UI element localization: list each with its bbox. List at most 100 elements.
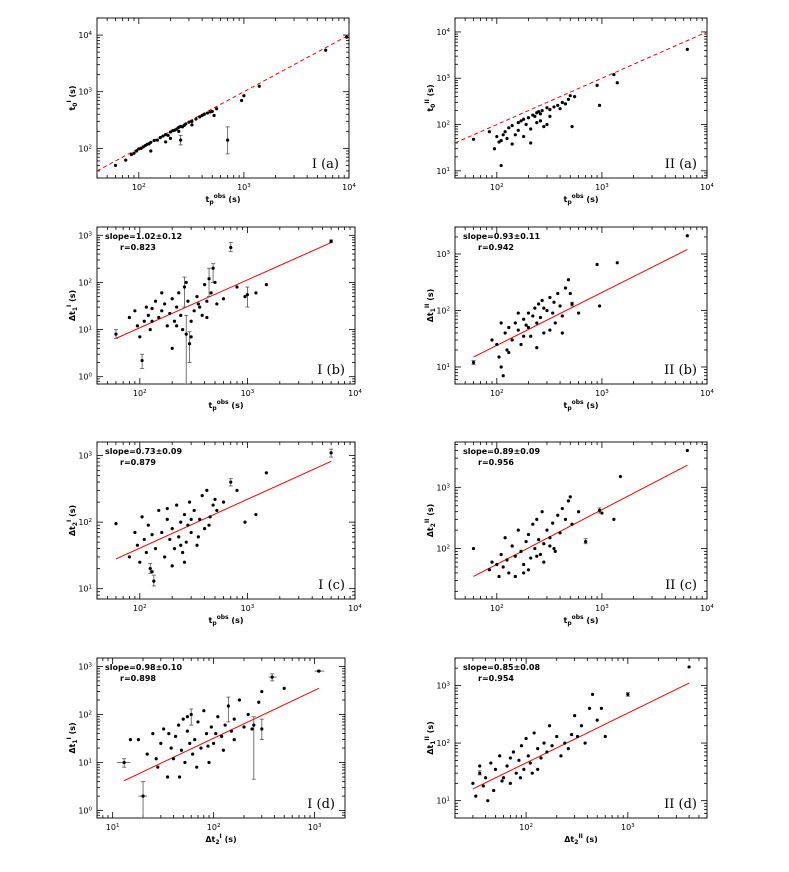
data-point xyxy=(531,314,535,318)
data-point xyxy=(529,127,533,131)
x-tick-label: 102 xyxy=(133,389,147,398)
data-point xyxy=(542,560,546,564)
y-axis-label: Δt2II (s) xyxy=(424,504,437,538)
plot-area xyxy=(116,669,325,818)
x-tick-label: 102 xyxy=(133,604,147,613)
data-point xyxy=(600,511,604,515)
data-point xyxy=(205,315,209,320)
y-tick-label: 103 xyxy=(78,231,92,240)
data-point xyxy=(202,282,207,287)
data-point xyxy=(182,285,187,289)
data-point xyxy=(138,335,142,339)
data-point xyxy=(508,756,512,760)
plot-area xyxy=(471,665,691,803)
data-point xyxy=(535,111,539,115)
data-point xyxy=(553,549,557,553)
x-tick-label: 101 xyxy=(106,823,120,832)
data-point xyxy=(570,125,574,129)
data-point xyxy=(518,776,523,780)
panel-label: II (d) xyxy=(664,797,697,812)
data-point xyxy=(186,299,190,303)
data-point xyxy=(164,133,168,137)
data-point xyxy=(195,295,199,299)
data-point xyxy=(612,517,616,521)
data-point xyxy=(207,277,211,281)
data-point xyxy=(615,261,619,265)
data-point xyxy=(182,560,187,564)
data-point xyxy=(135,324,140,328)
data-point xyxy=(492,788,496,793)
data-point xyxy=(558,531,562,535)
y-tick-label: 101 xyxy=(436,363,450,372)
data-point xyxy=(114,522,118,526)
data-point xyxy=(566,278,571,282)
data-point xyxy=(189,517,193,521)
data-point xyxy=(172,547,177,551)
data-point xyxy=(270,675,274,679)
data-point xyxy=(151,732,155,736)
data-point xyxy=(170,564,174,568)
data-point xyxy=(138,560,142,564)
y-tick-label: 101 xyxy=(78,585,92,594)
x-axis-label: Δt2II (s) xyxy=(564,833,598,846)
data-point xyxy=(495,342,499,347)
data-point xyxy=(198,115,202,119)
slope-annotation: slope=1.02±0.12 xyxy=(105,232,182,241)
data-point xyxy=(113,163,118,168)
data-point xyxy=(149,149,153,153)
data-point xyxy=(136,738,141,742)
data-point xyxy=(264,282,268,287)
data-point xyxy=(243,520,247,524)
y-tick-label: 100 xyxy=(78,807,92,816)
data-point xyxy=(212,113,216,118)
y-tick-label: 102 xyxy=(78,144,92,153)
data-point xyxy=(563,102,568,106)
data-point xyxy=(551,521,555,525)
data-point xyxy=(489,761,493,765)
data-point xyxy=(568,291,572,296)
data-point xyxy=(163,555,167,559)
data-point xyxy=(500,779,504,783)
data-point xyxy=(141,794,145,798)
data-point xyxy=(207,760,211,765)
data-point xyxy=(229,480,233,484)
data-point xyxy=(499,365,503,369)
data-point xyxy=(498,754,502,758)
data-point xyxy=(239,98,244,103)
data-point xyxy=(216,715,220,719)
data-point xyxy=(144,550,148,555)
data-point xyxy=(182,512,187,517)
data-point xyxy=(526,116,531,120)
data-point xyxy=(329,451,333,455)
data-point xyxy=(128,738,133,742)
data-point xyxy=(526,325,531,330)
panel-label: II (a) xyxy=(665,157,697,172)
data-point xyxy=(511,750,515,754)
plot-frame xyxy=(454,226,708,385)
panel-label: I (a) xyxy=(312,157,339,172)
y-tick-label: 101 xyxy=(78,326,92,335)
data-point xyxy=(160,530,164,535)
data-point xyxy=(522,767,526,771)
data-point xyxy=(522,134,526,139)
data-point xyxy=(573,95,577,99)
data-point xyxy=(507,350,511,355)
data-point xyxy=(595,83,599,88)
data-point xyxy=(209,725,213,729)
data-point xyxy=(192,309,196,313)
data-point xyxy=(548,295,552,300)
data-point xyxy=(171,757,176,761)
data-point xyxy=(532,731,536,735)
data-point xyxy=(471,546,476,551)
data-point xyxy=(175,324,179,328)
y-tick-label: 102 xyxy=(436,545,450,554)
data-point xyxy=(545,122,549,127)
x-tick-label: 103 xyxy=(237,183,251,192)
data-point xyxy=(242,725,246,729)
data-point xyxy=(114,332,118,336)
data-point xyxy=(142,537,146,542)
data-point xyxy=(526,532,531,537)
data-point xyxy=(183,760,187,765)
fit-line xyxy=(115,460,332,560)
x-axis-label: Δt2I (s) xyxy=(205,833,236,846)
